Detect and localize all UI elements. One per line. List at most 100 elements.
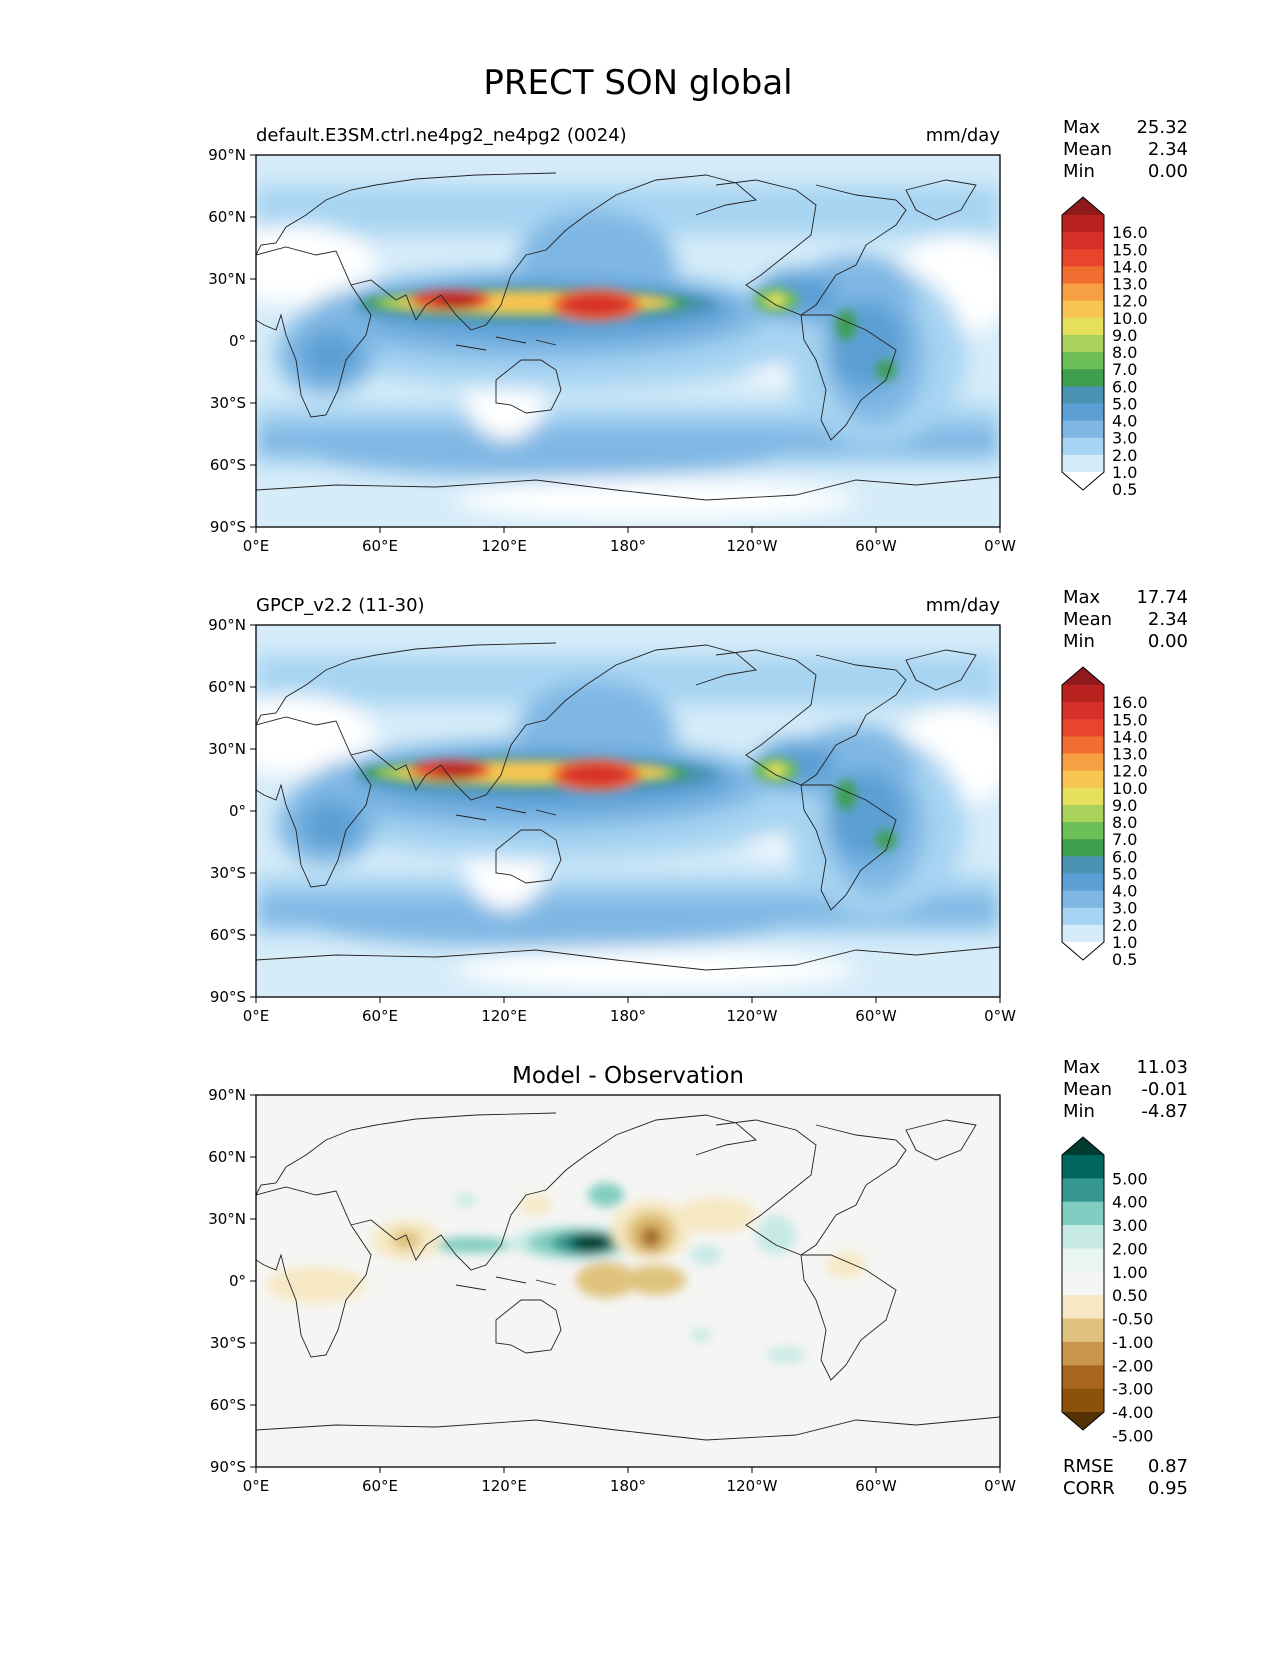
- lon-tick-label: 0°W: [984, 1007, 1016, 1025]
- colorbar-swatch: [1062, 890, 1104, 909]
- colorbar-label: 0.5: [1112, 950, 1137, 969]
- lat-tick-label: 60°S: [210, 456, 246, 474]
- stat-value: 11.03: [1136, 1057, 1188, 1078]
- colorbar-swatch: [1062, 215, 1104, 233]
- colorbar-label: 3.0: [1112, 899, 1137, 918]
- lat-tick-label: 0°: [229, 802, 246, 820]
- colorbar-label: 7.0: [1112, 360, 1137, 379]
- colorbar-label: 15.0: [1112, 710, 1148, 729]
- colorbar-label: 8.0: [1112, 813, 1137, 832]
- stat-value: -0.01: [1141, 1079, 1188, 1100]
- stat-value: 0.00: [1148, 631, 1188, 652]
- lat-tick-label: 30°S: [210, 864, 246, 882]
- colorbar-label: 8.0: [1112, 343, 1137, 362]
- colorbar-swatch: [1062, 1341, 1104, 1366]
- colorbar-label: 2.0: [1112, 446, 1137, 465]
- colorbar-swatch: [1062, 719, 1104, 737]
- colorbar-swatch: [1062, 907, 1104, 926]
- colorbar-swatch: [1062, 1388, 1104, 1413]
- colorbar-label: 10.0: [1112, 309, 1148, 328]
- lat-tick-label: 30°S: [210, 394, 246, 412]
- colorbar-label: 13.0: [1112, 275, 1148, 294]
- colorbar-label: 5.00: [1112, 1169, 1148, 1188]
- lon-tick-label: 0°E: [243, 1007, 270, 1025]
- colorbar-label: 14.0: [1112, 727, 1148, 746]
- colorbar-swatch: [1062, 1295, 1104, 1320]
- colorbar-swatch: [1062, 770, 1104, 789]
- stat-value: 2.34: [1148, 139, 1188, 160]
- stat-value: 25.32: [1136, 117, 1188, 138]
- lat-tick-label: 0°: [229, 1272, 246, 1290]
- stat-label: Min: [1063, 1101, 1095, 1122]
- colorbar-swatch: [1062, 454, 1104, 473]
- lat-tick-label: 90°S: [210, 1458, 246, 1476]
- colorbar-swatch: [1062, 924, 1104, 943]
- colorbar-label: 12.0: [1112, 292, 1148, 311]
- colorbar-label: -2.00: [1112, 1356, 1153, 1375]
- panel-title: Model - Observation: [512, 1063, 744, 1089]
- colorbar-swatch: [1062, 266, 1104, 285]
- colorbar-label: -3.00: [1112, 1380, 1153, 1399]
- colorbar-swatch: [1062, 787, 1104, 806]
- colorbar-swatch: [1062, 232, 1104, 250]
- lat-tick-label: 60°N: [208, 678, 246, 696]
- colorbar-swatch: [1062, 1271, 1104, 1296]
- colorbar-label: 12.0: [1112, 762, 1148, 781]
- colorbar-swatch: [1062, 249, 1104, 267]
- lon-tick-label: 180°: [610, 1007, 646, 1025]
- colorbar-label: -1.00: [1112, 1333, 1153, 1352]
- lat-tick-label: 60°N: [208, 208, 246, 226]
- lat-tick-label: 90°S: [210, 988, 246, 1006]
- colorbar-label: 0.5: [1112, 480, 1137, 499]
- map-panel-1: default.E3SM.ctrl.ne4pg2_ne4pg2 (0024) mm…: [208, 117, 1188, 555]
- map-field: [256, 625, 1000, 997]
- panel-title: GPCP_v2.2 (11-30): [256, 595, 425, 616]
- colorbar-swatch: [1062, 386, 1104, 404]
- colorbar-extend-min: [1062, 472, 1104, 490]
- lon-tick-label: 60°E: [362, 1007, 398, 1025]
- map-field: [256, 1095, 1000, 1467]
- colorbar-label: 7.0: [1112, 830, 1137, 849]
- stat-label: Mean: [1063, 139, 1112, 160]
- colorbar-swatch: [1062, 420, 1104, 439]
- lon-tick-label: 60°E: [362, 537, 398, 555]
- colorbar-label: -4.00: [1112, 1403, 1153, 1422]
- lon-tick-label: 0°W: [984, 1477, 1016, 1495]
- colorbar-swatch: [1062, 369, 1104, 387]
- lon-tick-label: 0°E: [243, 537, 270, 555]
- colorbar-swatch: [1062, 873, 1104, 892]
- colorbar-label: 14.0: [1112, 257, 1148, 276]
- colorbar-label: 2.00: [1112, 1239, 1148, 1258]
- lon-tick-label: 0°W: [984, 537, 1016, 555]
- stat-label: Min: [1063, 631, 1095, 652]
- colorbar-swatch: [1062, 283, 1104, 302]
- colorbar-label: 3.00: [1112, 1216, 1148, 1235]
- colorbar-label: 5.0: [1112, 394, 1137, 413]
- colorbar-swatch: [1062, 1155, 1104, 1179]
- lon-tick-label: 0°E: [243, 1477, 270, 1495]
- lon-tick-label: 120°E: [481, 1007, 527, 1025]
- colorbar-swatch: [1062, 437, 1104, 456]
- colorbar-label: 9.0: [1112, 326, 1137, 345]
- colorbar-label: 0.50: [1112, 1286, 1148, 1305]
- stat-label: Max: [1063, 587, 1101, 608]
- lat-tick-label: 90°N: [208, 146, 246, 164]
- colorbar-swatch: [1062, 300, 1104, 319]
- colorbar-swatch: [1062, 822, 1104, 840]
- lat-tick-label: 0°: [229, 332, 246, 350]
- colorbar-swatch: [1062, 317, 1104, 336]
- colorbar-swatch: [1062, 702, 1104, 720]
- colorbar-label: 9.0: [1112, 796, 1137, 815]
- lat-tick-label: 90°S: [210, 518, 246, 536]
- colorbar-label: 4.0: [1112, 882, 1137, 901]
- lon-tick-label: 120°E: [481, 1477, 527, 1495]
- stat-value: 0.95: [1148, 1478, 1188, 1499]
- colorbar-label: 16.0: [1112, 223, 1148, 242]
- colorbar-swatch: [1062, 1365, 1104, 1390]
- lat-tick-label: 60°S: [210, 1396, 246, 1414]
- stat-label: Mean: [1063, 609, 1112, 630]
- panel-units: mm/day: [926, 595, 1001, 616]
- lon-tick-label: 120°W: [727, 1007, 778, 1025]
- stat-label: Mean: [1063, 1079, 1112, 1100]
- colorbar-label: 16.0: [1112, 693, 1148, 712]
